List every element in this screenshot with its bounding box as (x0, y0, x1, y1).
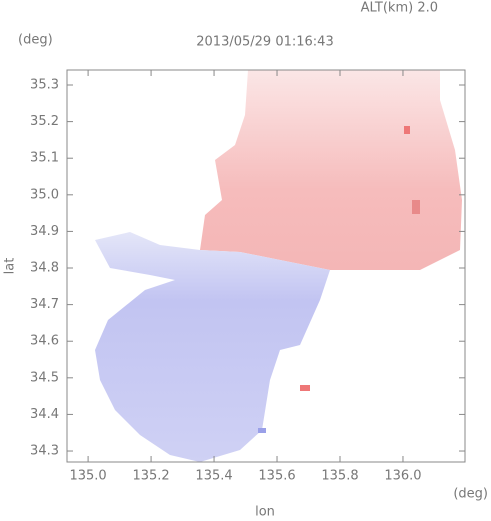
y-tick-label: 34.7 (30, 297, 59, 312)
speckle (404, 126, 410, 134)
y-tick-label: 34.5 (30, 370, 59, 385)
y-tick-label: 35.3 (30, 78, 59, 93)
y-tick-label: 34.4 (30, 407, 59, 422)
speckle (258, 428, 266, 433)
y-tick-label: 35.1 (30, 151, 59, 166)
negative-velocity (95, 232, 330, 462)
y-tick-label: 34.9 (30, 224, 59, 239)
altitude-label: ALT(km) 2.0 (361, 1, 438, 16)
x-tick-label: 135.4 (195, 469, 232, 484)
y-tick-label: 34.3 (30, 444, 59, 459)
speckle (412, 200, 420, 214)
chart-title: 2013/05/29 01:16:43 (196, 35, 333, 50)
y-tick-label: 35.2 (30, 114, 59, 129)
plot-frame (66, 69, 466, 463)
x-tick-label: 135.8 (321, 469, 358, 484)
y-axis-label: lat (3, 258, 18, 275)
positive-velocity (200, 70, 462, 270)
y-tick-label: 35.0 (30, 187, 59, 202)
x-tick-label: 135.0 (69, 469, 106, 484)
y-tick-label: 34.6 (30, 334, 59, 349)
y-unit: (deg) (18, 33, 53, 48)
y-tick-label: 34.8 (30, 261, 59, 276)
x-tick-label: 135.2 (132, 469, 169, 484)
speckle (300, 385, 310, 391)
x-unit: (deg) (453, 487, 488, 502)
x-axis-label: lon (255, 505, 275, 520)
radar-field (95, 70, 462, 462)
x-tick-label: 136.0 (384, 469, 421, 484)
x-tick-label: 135.6 (258, 469, 295, 484)
